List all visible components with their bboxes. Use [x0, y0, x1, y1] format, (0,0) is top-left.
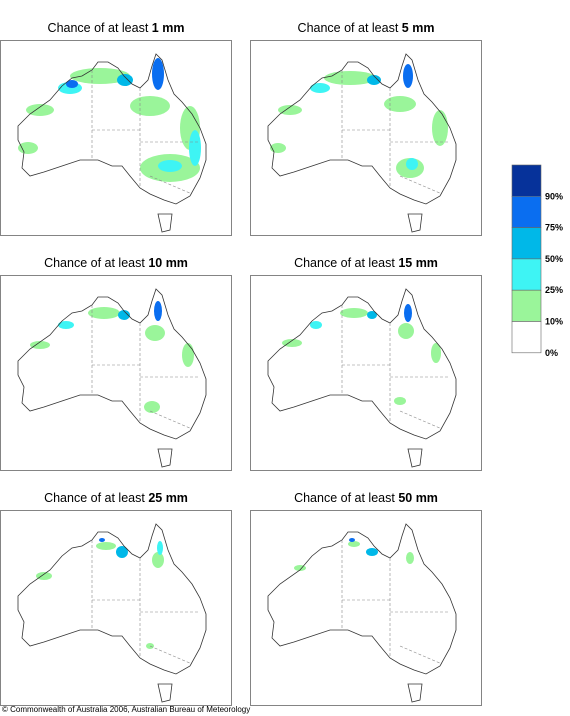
- rain-area: [324, 71, 376, 85]
- rain-area: [66, 80, 78, 88]
- title-text: Chance of at least: [44, 491, 145, 505]
- title-amount: 1 mm: [152, 21, 185, 35]
- legend-label: 0%: [545, 348, 558, 358]
- rain-area: [96, 542, 116, 550]
- rain-area: [158, 160, 182, 172]
- legend-swatch: [511, 289, 542, 322]
- rain-area: [404, 304, 412, 322]
- rain-map: [17, 288, 207, 468]
- rain-area: [118, 310, 130, 320]
- map-panel: [250, 40, 482, 236]
- rain-area: [270, 143, 286, 153]
- legend-swatch: [511, 321, 542, 354]
- legend-swatch: [511, 164, 542, 197]
- rain-area: [406, 158, 418, 170]
- rain-area: [384, 96, 416, 112]
- rain-area: [394, 397, 406, 405]
- rain-area: [88, 307, 120, 319]
- rain-area: [130, 96, 170, 116]
- rain-area: [367, 311, 377, 319]
- rain-area: [58, 321, 74, 329]
- rain-map: [17, 523, 207, 703]
- rain-map: [267, 523, 457, 703]
- title-amount: 15 mm: [398, 256, 438, 270]
- rain-area: [70, 68, 130, 84]
- legend-swatch: [511, 227, 542, 260]
- copyright: © Commonwealth of Australia 2006, Austra…: [2, 705, 250, 714]
- map-panel: [250, 275, 482, 471]
- title-amount: 5 mm: [402, 21, 435, 35]
- title-amount: 10 mm: [148, 256, 188, 270]
- rain-area: [26, 104, 54, 116]
- panel-title: Chance of at least 50 mm: [294, 491, 438, 505]
- title-amount: 50 mm: [398, 491, 438, 505]
- legend-label: 10%: [545, 317, 563, 327]
- panel-title: Chance of at least 15 mm: [294, 256, 438, 270]
- title-text: Chance of at least: [294, 256, 395, 270]
- panel-frame: [250, 510, 482, 706]
- rain-area: [152, 58, 164, 90]
- rain-area: [403, 64, 413, 88]
- rain-area: [154, 301, 162, 321]
- rain-area: [349, 538, 355, 542]
- rain-area: [282, 339, 302, 347]
- panel-frame: [0, 510, 232, 706]
- title-text: Chance of at least: [48, 21, 149, 35]
- rain-area: [117, 74, 133, 86]
- rain-area: [18, 142, 38, 154]
- map-panel: [0, 275, 232, 471]
- rain-area: [157, 541, 163, 555]
- rain-area: [406, 552, 414, 564]
- map-panel: [250, 510, 482, 706]
- title-text: Chance of at least: [44, 256, 145, 270]
- title-text: Chance of at least: [298, 21, 399, 35]
- panel-title: Chance of at least 1 mm: [48, 21, 185, 35]
- panel-frame: [0, 275, 232, 471]
- rain-area: [278, 105, 302, 115]
- rain-area: [431, 343, 441, 363]
- legend-label: 90%: [545, 191, 563, 201]
- legend-swatch: [511, 196, 542, 228]
- rain-area: [116, 546, 128, 558]
- rain-area: [152, 552, 164, 568]
- panel-title: Chance of at least 10 mm: [44, 256, 188, 270]
- rain-area: [182, 343, 194, 367]
- panel-frame: [250, 275, 482, 471]
- rain-map: [267, 53, 457, 233]
- rain-area: [398, 323, 414, 339]
- legend-label: 25%: [545, 285, 563, 295]
- rain-area: [310, 321, 322, 329]
- rain-area: [310, 83, 330, 93]
- legend-label: 75%: [545, 223, 563, 233]
- rain-area: [145, 325, 165, 341]
- map-panel: [0, 510, 232, 706]
- rain-map: [267, 288, 457, 468]
- legend-swatch: [511, 258, 542, 291]
- rain-area: [348, 541, 360, 547]
- panel-title: Chance of at least 25 mm: [44, 491, 188, 505]
- title-amount: 25 mm: [148, 491, 188, 505]
- legend-label: 50%: [545, 254, 563, 264]
- rain-area: [36, 572, 52, 580]
- map-panel: [0, 40, 232, 236]
- rain-area: [340, 308, 368, 318]
- rain-area: [366, 548, 378, 556]
- panel-title: Chance of at least 5 mm: [298, 21, 435, 35]
- rain-area: [144, 401, 160, 413]
- rain-area: [189, 130, 201, 166]
- rain-area: [30, 341, 50, 349]
- rain-area: [367, 75, 381, 85]
- panel-frame: [250, 40, 482, 236]
- rain-area: [99, 538, 105, 542]
- rain-map: [17, 53, 207, 233]
- rain-area: [432, 110, 448, 146]
- title-text: Chance of at least: [294, 491, 395, 505]
